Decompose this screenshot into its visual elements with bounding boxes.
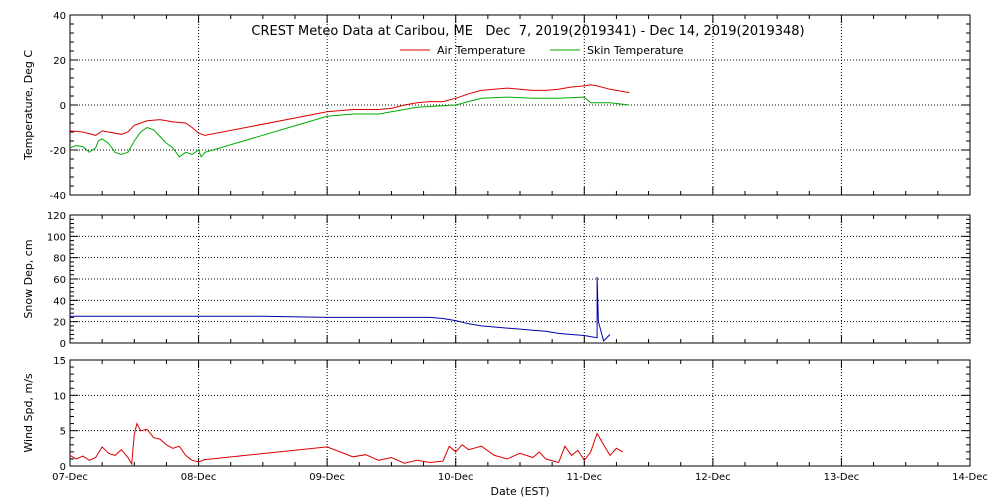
x-axis-title: Date (EST) xyxy=(490,485,549,498)
plot-frame xyxy=(69,214,971,344)
y-tick-label: 0 xyxy=(60,101,66,112)
y-axis-title: Wind Spd, m/s xyxy=(22,373,35,453)
y-tick-label: 100 xyxy=(47,232,66,243)
y-tick-label: 60 xyxy=(53,275,66,286)
x-tick-label: 12-Dec xyxy=(695,472,731,483)
y-tick-label: 0 xyxy=(60,462,66,473)
legend-label: Air Temperature xyxy=(437,44,526,57)
y-tick-label: 15 xyxy=(53,356,66,367)
y-tick-label: -40 xyxy=(50,191,66,202)
panels-layer: -40 -20 0 20 40 Temperature, Deg C 0 20 40 60 80 10… xyxy=(22,11,971,473)
series-line-skin-temperature xyxy=(69,96,630,158)
y-tick-label: 40 xyxy=(53,296,66,307)
y-tick-label: 5 xyxy=(60,427,66,438)
x-tick-label: 09-Dec xyxy=(309,472,345,483)
plot-frame xyxy=(69,359,971,467)
y-tick-label: 10 xyxy=(53,391,66,402)
x-tick-label: 07-Dec xyxy=(52,472,88,483)
x-tick-label: 13-Dec xyxy=(824,472,860,483)
panel-2: 0 20 40 60 80 100 120 Snow Dep, cm xyxy=(22,211,971,350)
y-axis-title: Snow Dep, cm xyxy=(22,239,35,318)
y-tick-label: 0 xyxy=(60,339,66,350)
legend: Air Temperature Skin Temperature xyxy=(400,44,684,57)
x-tick-label: 11-Dec xyxy=(566,472,602,483)
series-line-air-temperature xyxy=(69,84,630,136)
y-tick-label: 20 xyxy=(53,318,66,329)
y-axis-title: Temperature, Deg C xyxy=(22,50,35,161)
plot-frame xyxy=(69,14,971,196)
y-tick-label: 120 xyxy=(47,211,66,222)
y-tick-label: 40 xyxy=(53,11,66,22)
series-line-panel-2 xyxy=(70,276,611,342)
panel-1: -40 -20 0 20 40 Temperature, Deg C xyxy=(22,11,971,202)
x-tick-labels: 07-Dec 08-Dec 09-Dec 10-Dec 11-Dec 12-Dec 13-D… xyxy=(52,472,988,483)
y-tick-label: -20 xyxy=(50,146,66,157)
panel-3: 0 5 10 15 Wind Spd, m/s xyxy=(22,356,971,473)
chart-title: CREST Meteo Data at Caribou, ME Dec 7, 2… xyxy=(251,24,804,39)
x-tick-label: 14-Dec xyxy=(952,472,988,483)
x-tick-label: 10-Dec xyxy=(438,472,474,483)
y-tick-label: 20 xyxy=(53,56,66,67)
x-tick-label: 08-Dec xyxy=(181,472,217,483)
y-tick-label: 80 xyxy=(53,254,66,265)
legend-label: Skin Temperature xyxy=(587,44,684,57)
series-line-panel-3 xyxy=(69,422,624,466)
